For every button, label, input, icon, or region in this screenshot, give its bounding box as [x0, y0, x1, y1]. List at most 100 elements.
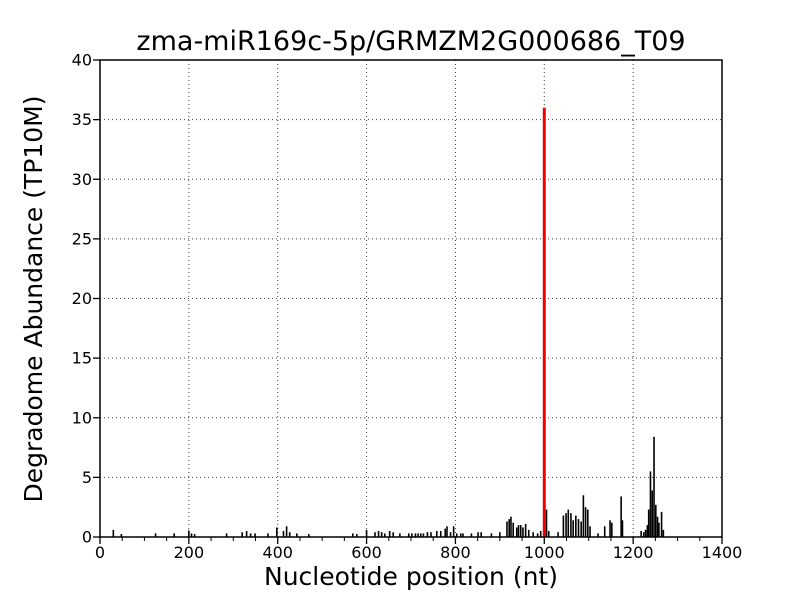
degradome-abundance-bar	[660, 511, 663, 537]
degradome-abundance-bar	[539, 531, 542, 537]
degradome-abundance-bar	[515, 527, 518, 537]
degradome-abundance-bar	[435, 531, 438, 537]
degradome-abundance-bar	[411, 533, 413, 537]
degradome-abundance-bar	[120, 534, 123, 537]
degradome-abundance-bar	[439, 531, 442, 537]
degradome-abundance-bar	[587, 509, 589, 537]
degradome-abundance-bar	[380, 532, 383, 537]
degradome-abundance-bar	[407, 533, 410, 537]
degradome-abundance-bar	[547, 531, 550, 537]
degradome-abundance-bar	[545, 509, 548, 537]
degradome-abundance-bar	[643, 532, 645, 537]
degradome-abundance-bar	[649, 471, 652, 537]
degradome-abundance-bar	[419, 533, 422, 537]
degradome-abundance-bar	[446, 526, 448, 537]
degradome-abundance-bar	[188, 530, 190, 537]
degradome-abundance-bar	[580, 521, 582, 537]
degradome-abundance-bar	[430, 532, 432, 537]
degradome-abundance-bar	[655, 504, 657, 537]
grid-layer	[100, 60, 722, 537]
degradome-abundance-bar	[296, 533, 298, 537]
degradome-abundance-bar	[522, 527, 524, 537]
y-axis-label: Degradome Abundance (TP10M)	[19, 96, 48, 503]
degradome-abundance-bar	[383, 533, 386, 537]
degradome-abundance-bar	[308, 534, 310, 537]
degradome-abundance-bar	[477, 532, 479, 537]
degradome-abundance-bar	[499, 532, 501, 537]
degradome-abundance-bar	[656, 516, 659, 537]
x-tick-label: 400	[262, 543, 293, 562]
tick-layer: 0 200 400 600 800 1000 1200 1400 0 5 10 15 20 25 30 35 4…	[72, 51, 743, 563]
degradome-abundance-bar	[570, 513, 572, 537]
degradome-abundance-bar	[241, 532, 243, 537]
degradome-abundance-bar	[517, 525, 520, 537]
plot-title: zma-miR169c-5p/GRMZM2G000686_T09	[136, 26, 685, 57]
degradome-abundance-bar	[399, 533, 401, 537]
degradome-abundance-bar	[455, 533, 458, 537]
degradome-abundance-bar	[510, 516, 512, 537]
degradome-abundance-bar	[577, 519, 580, 537]
degradome-abundance-bar	[112, 529, 115, 537]
x-axis-label: Nucleotide position (nt)	[264, 562, 558, 591]
degradome-abundance-bar	[470, 533, 473, 537]
degradome-abundance-bar	[392, 532, 395, 537]
degradome-abundance-bar	[508, 519, 510, 537]
degradome-abundance-bar	[490, 533, 493, 537]
degradome-abundance-bar	[506, 521, 508, 537]
y-tick-label: 25	[72, 229, 92, 248]
degradome-abundance-bar	[589, 526, 591, 537]
degradome-abundance-bar	[640, 531, 642, 537]
x-tick-label: 800	[440, 543, 471, 562]
degradome-abundance-bar	[414, 533, 417, 537]
degradome-abundance-bar	[524, 523, 527, 537]
degradome-abundance-bar	[603, 526, 606, 537]
degradome-abundance-bar	[449, 532, 452, 537]
degradome-abundance-bar	[557, 532, 559, 537]
y-tick-label: 0	[82, 528, 92, 547]
y-tick-label: 30	[72, 170, 92, 189]
degradome-abundance-bar	[519, 525, 522, 537]
degradome-abundance-bar	[646, 525, 649, 537]
degradome-abundance-bar	[267, 533, 269, 537]
degradome-abundance-bar	[285, 526, 288, 537]
degradome-abundance-bar	[459, 533, 462, 537]
degradome-abundance-bar	[536, 533, 539, 537]
y-tick-label: 5	[82, 468, 92, 487]
degradome-abundance-bar	[480, 532, 482, 537]
degradome-abundance-bar	[426, 532, 429, 537]
degradome-abundance-bar	[190, 533, 193, 537]
degradome-abundance-bar	[173, 533, 175, 537]
degradome-abundance-bar	[512, 522, 514, 537]
degradome-abundance-bar	[658, 522, 660, 537]
degradome-abundance-bar	[351, 533, 354, 537]
x-tick-label: 1400	[702, 543, 743, 562]
x-tick-label: 200	[174, 543, 205, 562]
degradome-abundance-bar	[527, 529, 530, 537]
degradome-abundance-bar	[417, 533, 419, 537]
y-tick-label: 20	[72, 289, 92, 308]
degradome-abundance-bar	[365, 529, 368, 537]
degradome-abundance-bar	[621, 520, 624, 537]
degradome-abundance-bar	[193, 534, 196, 537]
degradome-abundance-bar	[355, 534, 358, 537]
y-tick-label: 10	[72, 408, 92, 427]
degradome-abundance-bar	[609, 520, 611, 537]
degradome-abundance-bar	[662, 529, 665, 537]
y-tick-label: 40	[72, 51, 92, 70]
degradome-abundance-bar	[422, 533, 425, 537]
degradome-abundance-bar	[644, 529, 647, 537]
degradome-abundance-bar	[562, 515, 565, 537]
y-tick-label: 15	[72, 349, 92, 368]
degradome-abundance-bar	[575, 515, 577, 537]
degradome-abundance-bar	[276, 527, 278, 537]
x-tick-label: 1000	[524, 543, 565, 562]
degradome-abundance-bar	[532, 532, 534, 537]
degradome-abundance-bar	[254, 533, 256, 537]
degradome-abundance-bar	[462, 533, 464, 537]
degradome-abundance-bar	[565, 513, 567, 537]
degradome-abundance-bar	[288, 532, 291, 537]
degradome-abundance-bar	[647, 509, 650, 537]
y-tick-label: 35	[72, 110, 92, 129]
